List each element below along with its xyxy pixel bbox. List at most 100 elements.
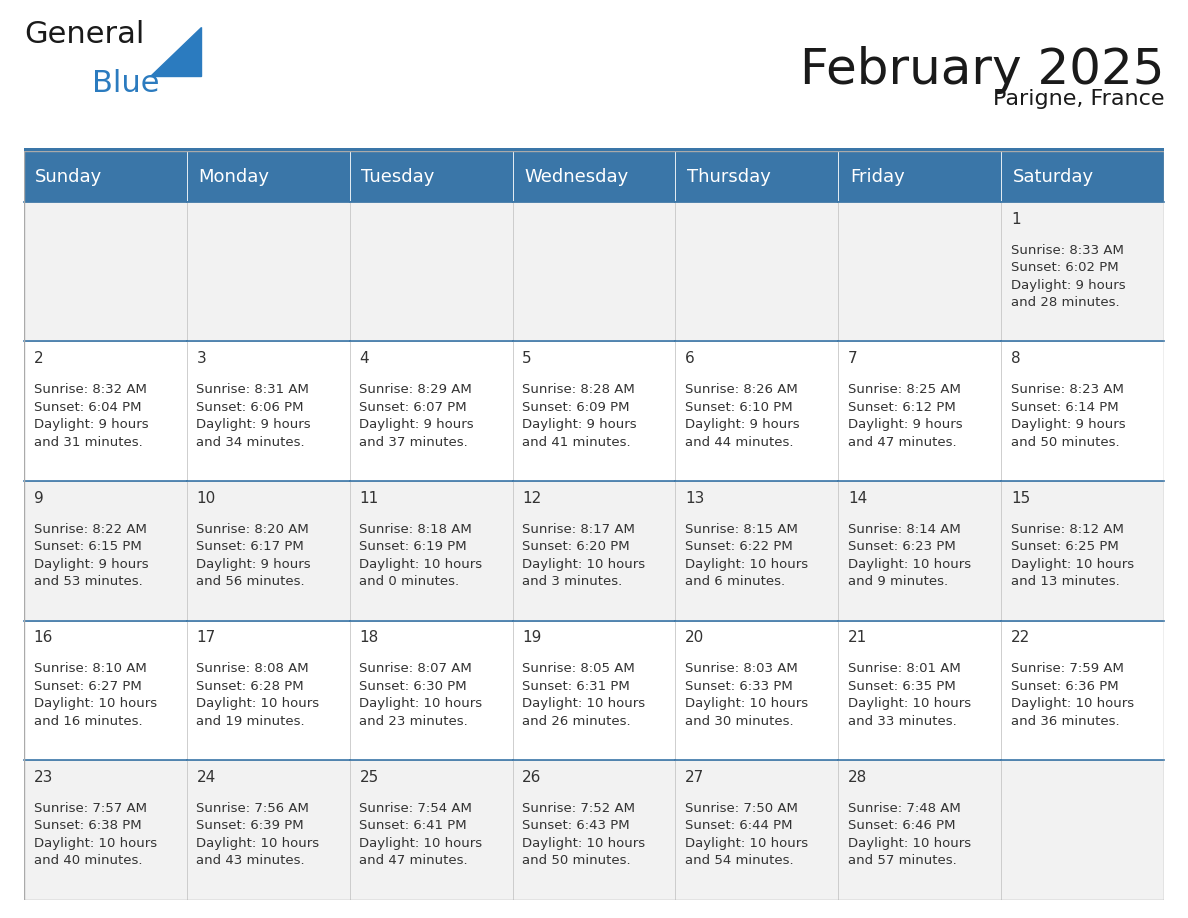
Text: Sunrise: 8:15 AM
Sunset: 6:22 PM
Daylight: 10 hours
and 6 minutes.: Sunrise: 8:15 AM Sunset: 6:22 PM Dayligh… xyxy=(685,523,808,588)
FancyBboxPatch shape xyxy=(349,621,512,760)
Text: 6: 6 xyxy=(685,352,695,366)
FancyBboxPatch shape xyxy=(1001,341,1164,481)
Text: 19: 19 xyxy=(523,631,542,645)
FancyBboxPatch shape xyxy=(349,151,512,202)
FancyBboxPatch shape xyxy=(839,151,1001,202)
Text: 13: 13 xyxy=(685,491,704,506)
Text: 26: 26 xyxy=(523,770,542,785)
Text: Sunrise: 7:52 AM
Sunset: 6:43 PM
Daylight: 10 hours
and 50 minutes.: Sunrise: 7:52 AM Sunset: 6:43 PM Dayligh… xyxy=(523,802,645,868)
FancyBboxPatch shape xyxy=(349,202,512,341)
FancyBboxPatch shape xyxy=(187,202,349,341)
Text: February 2025: February 2025 xyxy=(800,46,1164,94)
Text: Sunrise: 8:32 AM
Sunset: 6:04 PM
Daylight: 9 hours
and 31 minutes.: Sunrise: 8:32 AM Sunset: 6:04 PM Dayligh… xyxy=(33,384,148,449)
Text: Sunrise: 8:01 AM
Sunset: 6:35 PM
Daylight: 10 hours
and 33 minutes.: Sunrise: 8:01 AM Sunset: 6:35 PM Dayligh… xyxy=(848,663,972,728)
FancyBboxPatch shape xyxy=(349,760,512,900)
FancyBboxPatch shape xyxy=(24,148,1164,151)
Text: Wednesday: Wednesday xyxy=(524,168,628,185)
Text: 14: 14 xyxy=(848,491,867,506)
Text: 5: 5 xyxy=(523,352,532,366)
Text: 18: 18 xyxy=(360,631,379,645)
FancyBboxPatch shape xyxy=(512,760,676,900)
Text: 15: 15 xyxy=(1011,491,1030,506)
Text: Sunrise: 8:12 AM
Sunset: 6:25 PM
Daylight: 10 hours
and 13 minutes.: Sunrise: 8:12 AM Sunset: 6:25 PM Dayligh… xyxy=(1011,523,1135,588)
Text: Sunrise: 8:20 AM
Sunset: 6:17 PM
Daylight: 9 hours
and 56 minutes.: Sunrise: 8:20 AM Sunset: 6:17 PM Dayligh… xyxy=(196,523,311,588)
Text: Sunrise: 7:48 AM
Sunset: 6:46 PM
Daylight: 10 hours
and 57 minutes.: Sunrise: 7:48 AM Sunset: 6:46 PM Dayligh… xyxy=(848,802,972,868)
FancyBboxPatch shape xyxy=(349,341,512,481)
FancyBboxPatch shape xyxy=(24,341,187,481)
Text: Sunrise: 7:56 AM
Sunset: 6:39 PM
Daylight: 10 hours
and 43 minutes.: Sunrise: 7:56 AM Sunset: 6:39 PM Dayligh… xyxy=(196,802,320,868)
Text: 1: 1 xyxy=(1011,212,1020,227)
FancyBboxPatch shape xyxy=(512,621,676,760)
FancyBboxPatch shape xyxy=(24,760,187,900)
Text: 21: 21 xyxy=(848,631,867,645)
FancyBboxPatch shape xyxy=(512,202,676,341)
FancyBboxPatch shape xyxy=(1001,621,1164,760)
FancyBboxPatch shape xyxy=(839,760,1001,900)
Text: Sunrise: 7:59 AM
Sunset: 6:36 PM
Daylight: 10 hours
and 36 minutes.: Sunrise: 7:59 AM Sunset: 6:36 PM Dayligh… xyxy=(1011,663,1135,728)
Text: 27: 27 xyxy=(685,770,704,785)
Text: Sunrise: 7:57 AM
Sunset: 6:38 PM
Daylight: 10 hours
and 40 minutes.: Sunrise: 7:57 AM Sunset: 6:38 PM Dayligh… xyxy=(33,802,157,868)
FancyBboxPatch shape xyxy=(676,621,839,760)
Text: Sunrise: 8:23 AM
Sunset: 6:14 PM
Daylight: 9 hours
and 50 minutes.: Sunrise: 8:23 AM Sunset: 6:14 PM Dayligh… xyxy=(1011,384,1126,449)
FancyBboxPatch shape xyxy=(24,202,187,341)
Text: 3: 3 xyxy=(196,352,207,366)
Text: 28: 28 xyxy=(848,770,867,785)
Text: Friday: Friday xyxy=(849,168,904,185)
FancyBboxPatch shape xyxy=(512,481,676,621)
FancyBboxPatch shape xyxy=(512,151,676,202)
FancyBboxPatch shape xyxy=(1001,151,1164,202)
FancyBboxPatch shape xyxy=(839,202,1001,341)
Text: Sunrise: 7:54 AM
Sunset: 6:41 PM
Daylight: 10 hours
and 47 minutes.: Sunrise: 7:54 AM Sunset: 6:41 PM Dayligh… xyxy=(360,802,482,868)
Text: Sunrise: 8:10 AM
Sunset: 6:27 PM
Daylight: 10 hours
and 16 minutes.: Sunrise: 8:10 AM Sunset: 6:27 PM Dayligh… xyxy=(33,663,157,728)
FancyBboxPatch shape xyxy=(839,341,1001,481)
FancyBboxPatch shape xyxy=(24,621,187,760)
Text: 10: 10 xyxy=(196,491,216,506)
FancyBboxPatch shape xyxy=(676,202,839,341)
FancyBboxPatch shape xyxy=(187,760,349,900)
Text: Sunrise: 8:33 AM
Sunset: 6:02 PM
Daylight: 9 hours
and 28 minutes.: Sunrise: 8:33 AM Sunset: 6:02 PM Dayligh… xyxy=(1011,244,1126,309)
FancyBboxPatch shape xyxy=(24,151,187,202)
FancyBboxPatch shape xyxy=(187,481,349,621)
Text: 12: 12 xyxy=(523,491,542,506)
FancyBboxPatch shape xyxy=(839,621,1001,760)
FancyBboxPatch shape xyxy=(1001,481,1164,621)
Text: Sunrise: 8:25 AM
Sunset: 6:12 PM
Daylight: 9 hours
and 47 minutes.: Sunrise: 8:25 AM Sunset: 6:12 PM Dayligh… xyxy=(848,384,962,449)
Text: Sunrise: 8:14 AM
Sunset: 6:23 PM
Daylight: 10 hours
and 9 minutes.: Sunrise: 8:14 AM Sunset: 6:23 PM Dayligh… xyxy=(848,523,972,588)
Text: Monday: Monday xyxy=(198,168,270,185)
Text: 16: 16 xyxy=(33,631,53,645)
FancyBboxPatch shape xyxy=(1001,202,1164,341)
Text: Sunrise: 8:08 AM
Sunset: 6:28 PM
Daylight: 10 hours
and 19 minutes.: Sunrise: 8:08 AM Sunset: 6:28 PM Dayligh… xyxy=(196,663,320,728)
Text: Sunrise: 8:07 AM
Sunset: 6:30 PM
Daylight: 10 hours
and 23 minutes.: Sunrise: 8:07 AM Sunset: 6:30 PM Dayligh… xyxy=(360,663,482,728)
Text: 20: 20 xyxy=(685,631,704,645)
Text: Sunrise: 8:26 AM
Sunset: 6:10 PM
Daylight: 9 hours
and 44 minutes.: Sunrise: 8:26 AM Sunset: 6:10 PM Dayligh… xyxy=(685,384,800,449)
Text: Sunrise: 8:17 AM
Sunset: 6:20 PM
Daylight: 10 hours
and 3 minutes.: Sunrise: 8:17 AM Sunset: 6:20 PM Dayligh… xyxy=(523,523,645,588)
Text: 7: 7 xyxy=(848,352,858,366)
Text: 23: 23 xyxy=(33,770,53,785)
Text: Sunday: Sunday xyxy=(36,168,102,185)
FancyBboxPatch shape xyxy=(24,481,187,621)
FancyBboxPatch shape xyxy=(1001,760,1164,900)
Text: 9: 9 xyxy=(33,491,43,506)
Text: 22: 22 xyxy=(1011,631,1030,645)
Polygon shape xyxy=(150,28,201,75)
FancyBboxPatch shape xyxy=(676,760,839,900)
Text: Sunrise: 8:05 AM
Sunset: 6:31 PM
Daylight: 10 hours
and 26 minutes.: Sunrise: 8:05 AM Sunset: 6:31 PM Dayligh… xyxy=(523,663,645,728)
FancyBboxPatch shape xyxy=(839,481,1001,621)
Text: Saturday: Saturday xyxy=(1012,168,1094,185)
Text: 17: 17 xyxy=(196,631,216,645)
Text: Sunrise: 7:50 AM
Sunset: 6:44 PM
Daylight: 10 hours
and 54 minutes.: Sunrise: 7:50 AM Sunset: 6:44 PM Dayligh… xyxy=(685,802,808,868)
FancyBboxPatch shape xyxy=(676,341,839,481)
FancyBboxPatch shape xyxy=(187,151,349,202)
Text: 4: 4 xyxy=(360,352,369,366)
Text: Sunrise: 8:28 AM
Sunset: 6:09 PM
Daylight: 9 hours
and 41 minutes.: Sunrise: 8:28 AM Sunset: 6:09 PM Dayligh… xyxy=(523,384,637,449)
Text: Sunrise: 8:22 AM
Sunset: 6:15 PM
Daylight: 9 hours
and 53 minutes.: Sunrise: 8:22 AM Sunset: 6:15 PM Dayligh… xyxy=(33,523,148,588)
FancyBboxPatch shape xyxy=(349,481,512,621)
FancyBboxPatch shape xyxy=(512,341,676,481)
Text: 8: 8 xyxy=(1011,352,1020,366)
Text: Sunrise: 8:29 AM
Sunset: 6:07 PM
Daylight: 9 hours
and 37 minutes.: Sunrise: 8:29 AM Sunset: 6:07 PM Dayligh… xyxy=(360,384,474,449)
Text: Sunrise: 8:03 AM
Sunset: 6:33 PM
Daylight: 10 hours
and 30 minutes.: Sunrise: 8:03 AM Sunset: 6:33 PM Dayligh… xyxy=(685,663,808,728)
Text: 2: 2 xyxy=(33,352,43,366)
Text: General: General xyxy=(24,20,144,50)
Text: 25: 25 xyxy=(360,770,379,785)
Text: Sunrise: 8:31 AM
Sunset: 6:06 PM
Daylight: 9 hours
and 34 minutes.: Sunrise: 8:31 AM Sunset: 6:06 PM Dayligh… xyxy=(196,384,311,449)
